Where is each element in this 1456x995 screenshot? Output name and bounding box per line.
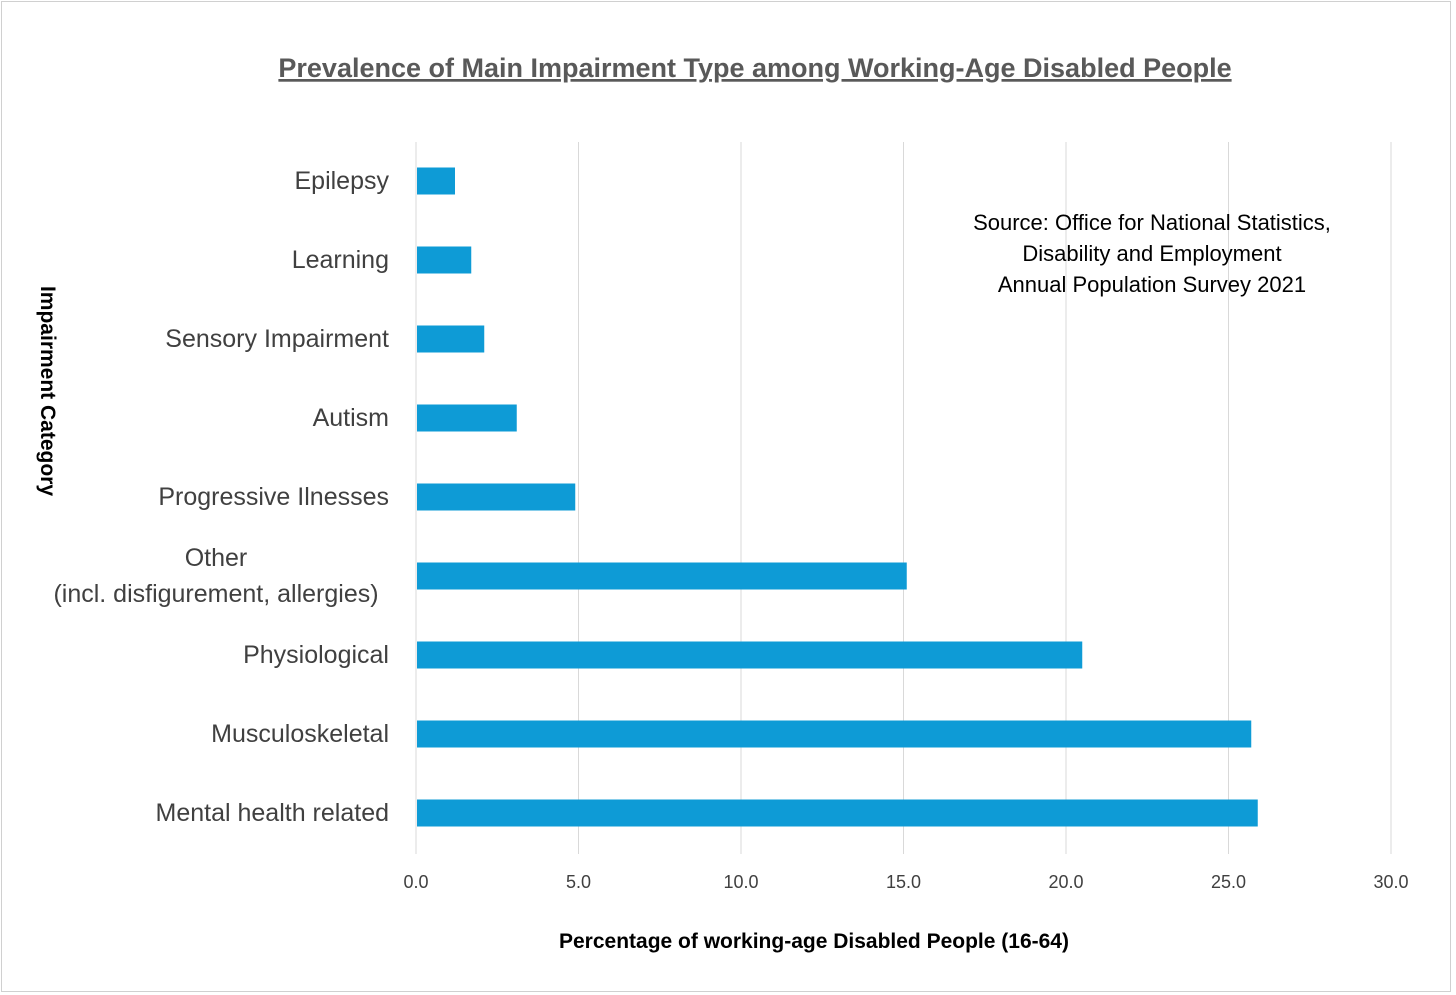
x-tick-label: 25.0	[1211, 872, 1246, 892]
category-label: Sensory Impairment	[165, 325, 389, 353]
bar	[417, 562, 907, 590]
category-label: Progressive Ilnesses	[158, 483, 389, 511]
x-axis-title: Percentage of working-age Disabled Peopl…	[559, 930, 1069, 953]
category-label: Epilepsy	[295, 167, 390, 195]
bars	[417, 167, 1258, 827]
x-tick-label: 10.0	[723, 872, 758, 892]
gridlines	[415, 142, 1392, 854]
x-tick-labels: 0.0 5.0 10.0 15.0 20.0 25.0 30.0	[403, 872, 1408, 892]
source-note-line: Source: Office for National Statistics,	[973, 210, 1331, 235]
x-tick-label: 20.0	[1048, 872, 1083, 892]
y-axis-title: Impairment Category	[36, 286, 59, 496]
category-label: Musculoskeletal	[211, 720, 389, 748]
bar	[417, 799, 1258, 827]
bar	[417, 246, 472, 274]
source-note-line: Disability and Employment	[1022, 241, 1281, 266]
source-annotation: Source: Office for National Statistics, D…	[973, 210, 1331, 297]
bar	[417, 483, 576, 511]
category-label: (incl. disfigurement, allergies)	[53, 580, 378, 608]
category-label: Learning	[292, 246, 389, 274]
bar	[417, 720, 1252, 748]
category-label: Physiological	[243, 641, 389, 669]
bar	[417, 404, 517, 432]
source-note-line: Annual Population Survey 2021	[998, 272, 1306, 297]
x-tick-label: 0.0	[403, 872, 428, 892]
category-label: Autism	[313, 404, 389, 432]
bar	[417, 641, 1083, 669]
x-tick-label: 30.0	[1373, 872, 1408, 892]
bar	[417, 167, 455, 195]
bar	[417, 325, 485, 353]
chart-title: Prevalence of Main Impairment Type among…	[278, 53, 1231, 83]
x-tick-label: 15.0	[886, 872, 921, 892]
category-label: Mental health related	[156, 799, 389, 827]
category-label: Other	[185, 544, 248, 572]
category-labels: Epilepsy Learning Sensory Impairment Autism…	[53, 167, 389, 827]
x-tick-label: 5.0	[566, 872, 591, 892]
